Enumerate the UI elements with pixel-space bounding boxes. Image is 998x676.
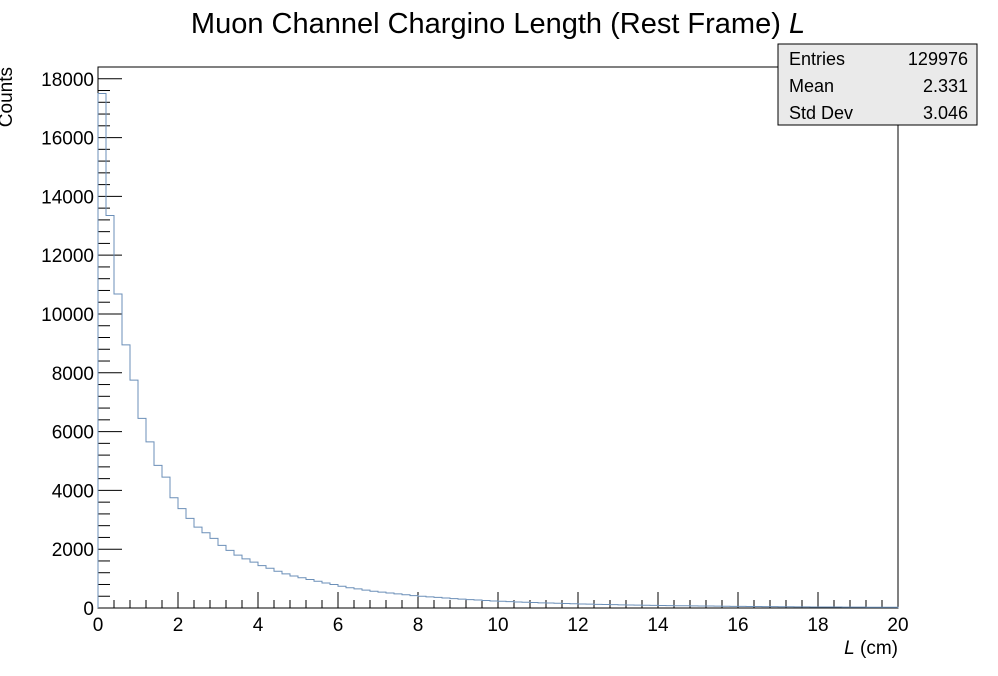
chart-title: Muon Channel Chargino Length (Rest Frame… bbox=[191, 8, 805, 40]
y-tick-label: 6000 bbox=[52, 423, 94, 444]
chart-title-main: Muon Channel Chargino Length (Rest Frame… bbox=[191, 8, 789, 40]
x-tick-label: 8 bbox=[413, 615, 424, 636]
y-tick-label: 4000 bbox=[52, 481, 94, 502]
y-tick-label: 10000 bbox=[41, 305, 94, 326]
stats-mean-value: 2.331 bbox=[923, 76, 968, 96]
stats-box: Entries 129976 Mean 2.331 Std Dev 3.046 bbox=[777, 43, 978, 126]
x-axis-label-variable: L bbox=[844, 638, 855, 659]
y-tick-label: 12000 bbox=[41, 246, 94, 267]
x-tick-label: 12 bbox=[567, 615, 588, 636]
x-tick-label: 18 bbox=[807, 615, 828, 636]
x-axis-label: L (cm) bbox=[844, 638, 898, 659]
x-tick-label: 0 bbox=[93, 615, 104, 636]
x-tick-label: 6 bbox=[333, 615, 344, 636]
x-tick-label: 2 bbox=[173, 615, 184, 636]
chart-title-variable: L bbox=[789, 8, 805, 40]
y-tick-label: 0 bbox=[83, 599, 94, 620]
x-tick-label: 4 bbox=[253, 615, 264, 636]
plot-frame bbox=[97, 66, 899, 609]
x-axis-label-unit: (cm) bbox=[855, 638, 898, 659]
stats-entries-value: 129976 bbox=[908, 49, 968, 69]
y-tick-label: 8000 bbox=[52, 364, 94, 385]
histogram-series-line bbox=[97, 92, 899, 608]
y-tick-label: 2000 bbox=[52, 540, 94, 561]
stats-stddev-value: 3.046 bbox=[923, 103, 968, 123]
y-axis-label: Counts bbox=[0, 67, 17, 127]
stats-entries-label: Entries bbox=[789, 49, 845, 69]
y-tick-label: 18000 bbox=[41, 70, 94, 91]
x-tick-label: 16 bbox=[727, 615, 748, 636]
stats-mean-label: Mean bbox=[789, 76, 834, 96]
y-tick-label: 14000 bbox=[41, 187, 94, 208]
y-tick-label: 16000 bbox=[41, 129, 94, 150]
stats-stddev-label: Std Dev bbox=[789, 103, 853, 123]
x-tick-label: 14 bbox=[647, 615, 669, 636]
x-axis-ticks: 0 2 4 6 8 10 12 14 16 18 20 bbox=[93, 592, 909, 636]
x-tick-label: 20 bbox=[887, 615, 908, 636]
x-tick-label: 10 bbox=[487, 615, 508, 636]
y-axis-ticks: 0 2000 4000 6000 8000 10000 12000 14000 16000 180… bbox=[41, 66, 122, 620]
stats-box-background bbox=[777, 43, 978, 126]
